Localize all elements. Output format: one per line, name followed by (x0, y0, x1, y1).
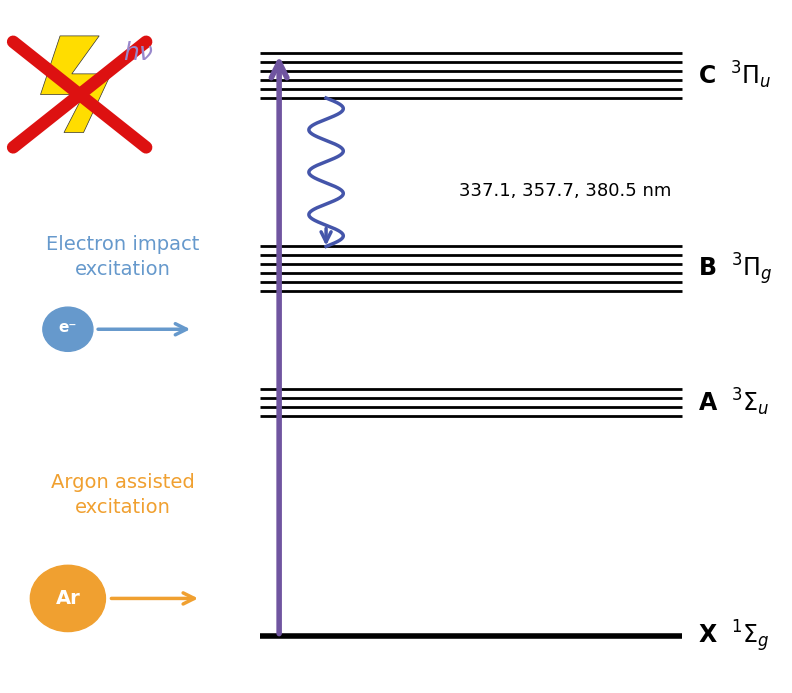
Text: $\bf{B}$  $^3\Pi_g$: $\bf{B}$ $^3\Pi_g$ (698, 251, 772, 287)
Circle shape (43, 307, 93, 351)
Text: $\bf{A}$  $^3\Sigma_u$: $\bf{A}$ $^3\Sigma_u$ (698, 387, 769, 418)
Text: Ar: Ar (55, 589, 80, 608)
Text: $\bf{C}$  $^3\Pi_u$: $\bf{C}$ $^3\Pi_u$ (698, 60, 771, 91)
Text: hν: hν (124, 41, 153, 65)
Text: e⁻: e⁻ (59, 319, 77, 335)
Text: 337.1, 357.7, 380.5 nm: 337.1, 357.7, 380.5 nm (459, 182, 671, 200)
Text: Electron impact
excitation: Electron impact excitation (46, 235, 200, 279)
Polygon shape (40, 36, 111, 132)
Text: $\bf{X}$  $^1\Sigma_g$: $\bf{X}$ $^1\Sigma_g$ (698, 618, 770, 654)
Circle shape (30, 565, 105, 631)
Text: Argon assisted
excitation: Argon assisted excitation (51, 473, 195, 517)
